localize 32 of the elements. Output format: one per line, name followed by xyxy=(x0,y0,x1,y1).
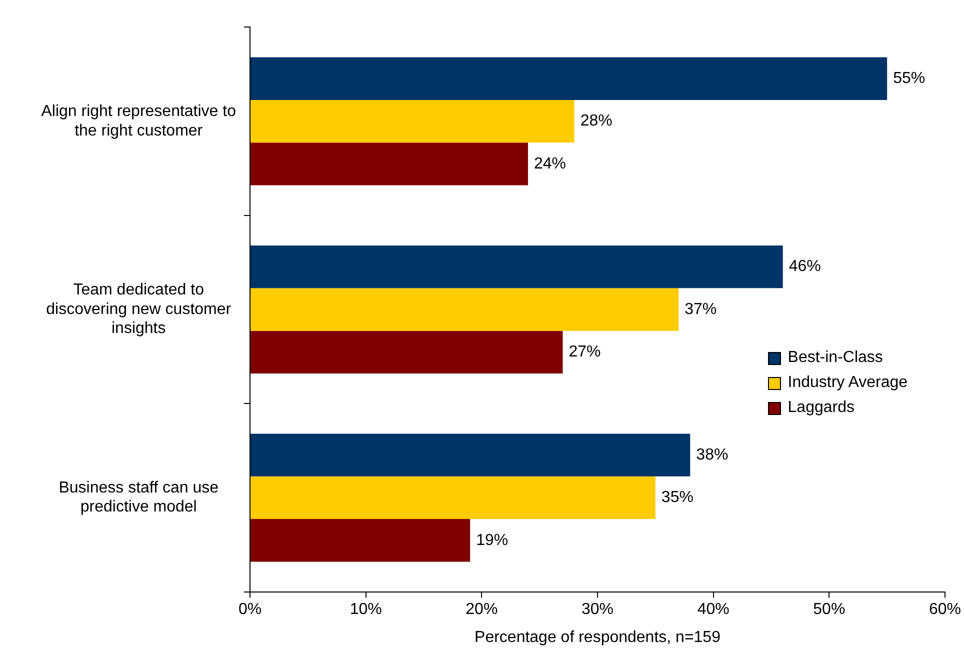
data-label: 55% xyxy=(893,70,926,88)
x-tick-label: 20% xyxy=(466,601,498,618)
data-label: 28% xyxy=(580,112,612,130)
x-tick-label: 30% xyxy=(581,601,614,618)
data-label: 37% xyxy=(684,300,717,318)
y-tick-label: Align right representative to the right customer xyxy=(41,103,236,140)
x-tick-label: 10% xyxy=(350,601,382,618)
bar xyxy=(250,100,574,143)
bar xyxy=(250,519,470,562)
legend-label: Best-in-Class xyxy=(788,349,883,368)
bar xyxy=(250,330,563,374)
bar xyxy=(250,246,783,288)
x-tick-label: 50% xyxy=(813,601,846,618)
bar xyxy=(250,57,888,100)
x-tick-label: 40% xyxy=(697,601,730,618)
data-label: 27% xyxy=(568,344,601,361)
bar xyxy=(250,434,690,476)
legend-label: Industry Average xyxy=(788,374,908,392)
y-tick-label: Business staff can use predictive model xyxy=(58,480,219,516)
data-label: 38% xyxy=(696,446,728,464)
data-label: 24% xyxy=(534,155,566,172)
x-tick-label: 0% xyxy=(238,601,262,618)
data-label: 19% xyxy=(476,532,508,549)
data-label: 35% xyxy=(661,489,694,506)
x-axis-title: Percentage of respondents, n=159 xyxy=(474,628,721,646)
bar xyxy=(250,142,528,186)
x-tick-label: 60% xyxy=(928,601,962,618)
legend-label: Laggards xyxy=(788,399,854,418)
data-label: 46% xyxy=(788,258,821,276)
bar xyxy=(250,476,656,520)
bar xyxy=(250,288,679,331)
y-tick-label: Team dedicated to discovering new customer insights xyxy=(46,282,232,338)
